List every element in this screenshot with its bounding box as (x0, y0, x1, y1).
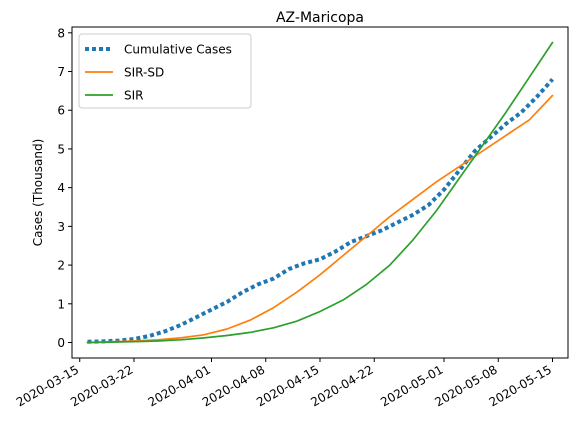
legend: Cumulative Cases SIR-SD SIR (78, 33, 252, 109)
legend-label-1: Cumulative Cases (124, 43, 232, 57)
y-axis-label: Cases (Thousand) (31, 139, 45, 247)
legend-label-2: SIR-SD (124, 66, 164, 80)
y-tick-label: 6 (57, 104, 65, 118)
y-tick-label: 7 (57, 65, 65, 79)
y-axis: 0 1 2 3 4 5 6 7 8 (57, 26, 72, 350)
y-tick-label: 1 (57, 297, 65, 311)
series-layer (86, 41, 554, 344)
legend-label-3: SIR (124, 89, 144, 103)
series-line-1 (87, 77, 554, 344)
y-tick-label: 4 (57, 181, 65, 195)
y-tick-label: 5 (57, 142, 65, 156)
series-line-3 (86, 41, 554, 344)
y-tick-label: 2 (57, 259, 65, 273)
chart-title: AZ-Maricopa (276, 10, 364, 26)
y-tick-label: 3 (57, 220, 65, 234)
y-tick-label: 0 (57, 336, 65, 350)
y-tick-label: 8 (57, 26, 65, 40)
legend-frame (78, 33, 252, 109)
